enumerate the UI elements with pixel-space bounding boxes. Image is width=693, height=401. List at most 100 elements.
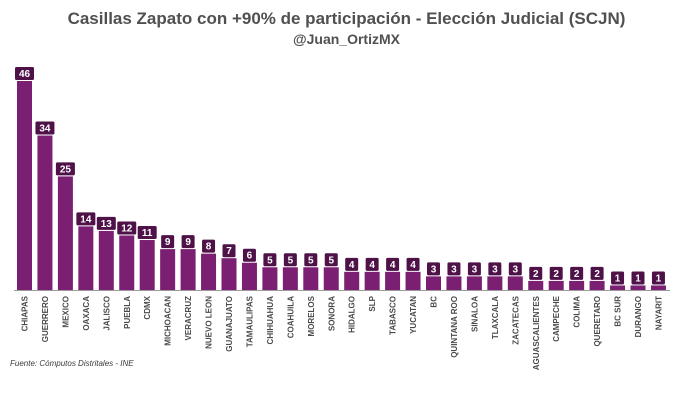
data-label-quintana-roo: 3	[451, 264, 457, 275]
bar-tlaxcala[interactable]	[487, 276, 503, 290]
x-tick-label-zacatecas: ZACATECAS	[511, 295, 520, 344]
bar-zacatecas[interactable]	[507, 276, 523, 290]
bar-bc-sur[interactable]	[610, 285, 626, 290]
bar-sonora[interactable]	[323, 267, 339, 290]
bar-sinaloa[interactable]	[466, 276, 482, 290]
x-tick-label-yucatan: YUCATAN	[409, 296, 418, 334]
x-tick-label-sinaloa: SINALOA	[470, 296, 479, 332]
bar-tabasco[interactable]	[385, 271, 401, 290]
bar-bc[interactable]	[426, 276, 441, 290]
x-tick-label-guerrero: GUERRERO	[41, 296, 50, 342]
bar-tamaulipas[interactable]	[241, 262, 257, 290]
bar-colima[interactable]	[569, 280, 585, 290]
data-label-veracruz: 9	[185, 237, 191, 248]
bar-nuevo-leon[interactable]	[201, 253, 217, 290]
data-label-box-chihuahua	[263, 253, 277, 267]
data-label-box-colima	[570, 266, 584, 280]
data-label-zacatecas: 3	[513, 264, 519, 275]
x-tick-label-bc: BC	[430, 296, 439, 308]
data-label-sinaloa: 3	[472, 264, 478, 275]
data-label-box-durango	[631, 271, 645, 285]
data-label-sonora: 5	[328, 255, 334, 266]
x-tick-label-quintana-roo: QUINTANA ROO	[450, 296, 459, 358]
data-label-box-morelos	[304, 253, 318, 267]
data-label-morelos: 5	[308, 255, 314, 266]
bar-michoacan[interactable]	[160, 249, 176, 290]
data-label-bc-sur: 1	[615, 273, 621, 284]
x-tick-label-cdmx: CDMX	[143, 295, 152, 319]
data-label-box-oaxaca	[76, 212, 96, 226]
data-label-cdmx: 11	[142, 228, 153, 239]
bar-queretaro[interactable]	[589, 280, 605, 290]
bar-yucatan[interactable]	[405, 271, 421, 290]
x-tick-label-veracruz: VERACRUZ	[184, 296, 193, 341]
x-tick-label-oaxaca: OAXACA	[82, 296, 91, 331]
bar-nayarit[interactable]	[650, 285, 666, 290]
data-label-box-guerrero	[35, 121, 55, 135]
data-label-queretaro: 2	[594, 269, 600, 280]
data-label-box-bc-sur	[611, 271, 625, 285]
x-tick-label-michoacan: MICHOACAN	[164, 296, 173, 346]
x-tick-label-puebla: PUEBLA	[123, 296, 132, 329]
data-label-box-veracruz	[181, 235, 195, 249]
x-tick-label-sonora: SONORA	[327, 296, 336, 331]
bar-quintana-roo[interactable]	[446, 276, 462, 290]
data-label-box-michoacan	[161, 235, 175, 249]
bar-durango[interactable]	[630, 285, 646, 290]
data-label-box-coahuila	[283, 253, 297, 267]
data-label-box-quintana-roo	[447, 262, 461, 276]
data-label-box-nayarit	[651, 271, 665, 285]
chart-title: Casillas Zapato con +90% de participació…	[67, 9, 626, 28]
bar-puebla[interactable]	[119, 235, 135, 290]
data-label-box-mexico	[55, 162, 75, 176]
data-label-box-guanajuato	[222, 244, 236, 258]
data-label-michoacan: 9	[165, 237, 171, 248]
x-tick-label-tamaulipas: TAMAULIPAS	[245, 295, 254, 347]
data-label-oaxaca: 14	[80, 214, 92, 225]
x-tick-label-mexico: MEXICO	[61, 296, 70, 328]
data-label-tabasco: 4	[390, 260, 396, 271]
x-tick-label-coahuila: COAHUILA	[286, 296, 295, 338]
x-tick-label-colima: COLIMA	[573, 296, 582, 328]
data-label-chiapas: 46	[19, 69, 31, 80]
data-label-durango: 1	[635, 273, 641, 284]
data-label-box-nuevo-leon	[202, 239, 216, 253]
bar-guerrero[interactable]	[37, 135, 53, 290]
data-label-box-queretaro	[590, 266, 604, 280]
x-tick-label-aguascalientes: AGUASCALIENTES	[532, 295, 541, 370]
bar-chiapas[interactable]	[17, 81, 32, 290]
data-label-tlaxcala: 3	[492, 264, 498, 275]
data-label-box-tamaulipas	[242, 248, 256, 262]
bar-veracruz[interactable]	[180, 249, 196, 290]
x-tick-label-queretaro: QUERETARO	[593, 296, 602, 347]
bar-jalisco[interactable]	[98, 230, 114, 290]
bar-slp[interactable]	[364, 271, 380, 290]
bar-cdmx[interactable]	[139, 240, 155, 290]
data-label-guanajuato: 7	[226, 246, 232, 257]
bar-guanajuato[interactable]	[221, 258, 237, 290]
bar-chihuahua[interactable]	[262, 267, 278, 290]
data-label-box-bc	[427, 262, 440, 276]
data-label-puebla: 12	[121, 223, 133, 234]
data-label-box-sinaloa	[467, 262, 481, 276]
data-label-tamaulipas: 6	[247, 251, 253, 262]
x-tick-label-tlaxcala: TLAXCALA	[491, 296, 500, 339]
bar-oaxaca[interactable]	[78, 226, 94, 290]
bar-coahuila[interactable]	[282, 267, 298, 290]
data-label-box-campeche	[549, 266, 563, 280]
x-tick-label-bc-sur: BC SUR	[614, 296, 623, 327]
bar-mexico[interactable]	[57, 176, 73, 290]
x-tick-label-nayarit: NAYARIT	[654, 296, 663, 330]
data-label-guerrero: 34	[39, 124, 51, 135]
data-label-aguascalientes: 2	[533, 269, 539, 280]
data-label-box-chiapas	[15, 67, 34, 80]
x-tick-label-nuevo-leon: NUEVO LEON	[205, 296, 214, 349]
bar-campeche[interactable]	[548, 280, 564, 290]
bar-morelos[interactable]	[303, 267, 319, 290]
data-label-box-tlaxcala	[488, 262, 502, 276]
data-label-box-jalisco	[96, 216, 116, 230]
data-label-box-aguascalientes	[529, 266, 543, 280]
bar-aguascalientes[interactable]	[528, 280, 544, 290]
x-tick-label-hidalgo: HIDALGO	[348, 296, 357, 333]
bar-hidalgo[interactable]	[344, 271, 360, 290]
